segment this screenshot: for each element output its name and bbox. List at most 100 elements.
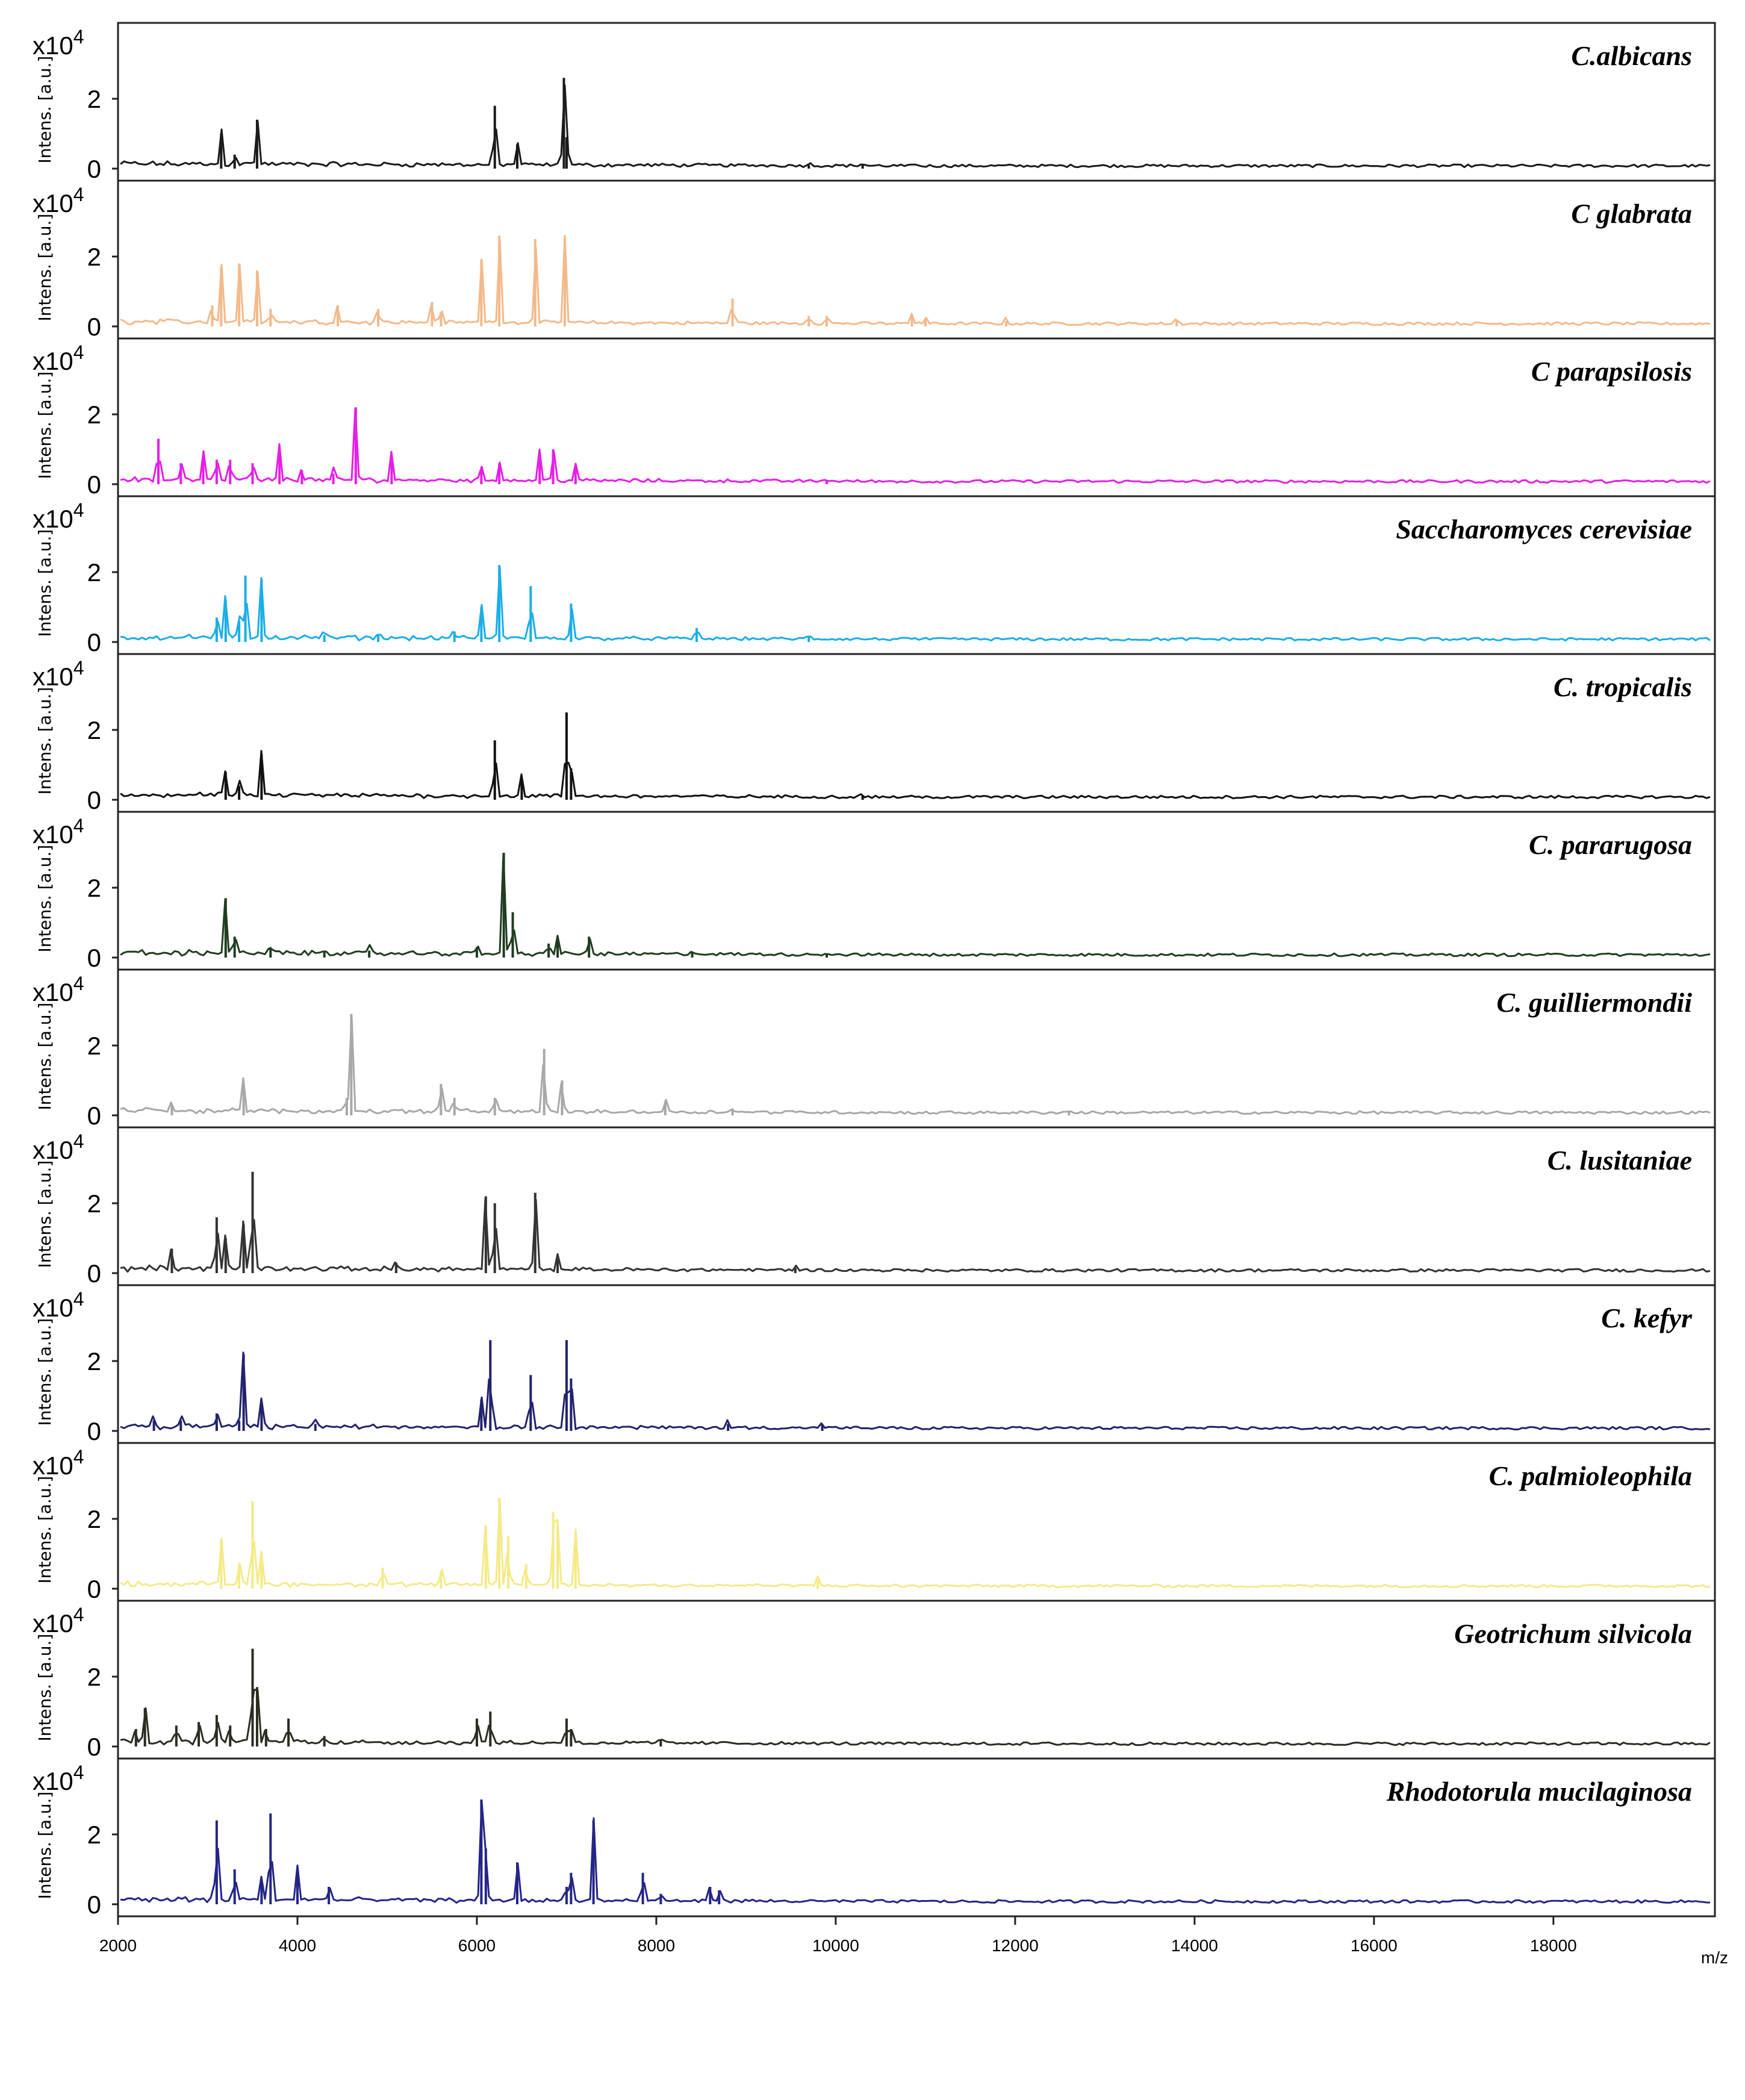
species-label: C. lusitaniae — [1547, 1145, 1692, 1176]
species-label: C parapsilosis — [1531, 356, 1692, 387]
species-label: C. tropicalis — [1554, 671, 1692, 702]
y-tick-label: 2 — [87, 1347, 101, 1376]
spectrum-trace — [120, 407, 1711, 484]
y-tick-label: 0 — [87, 1417, 101, 1445]
species-label: C. palmioleophila — [1489, 1460, 1692, 1491]
y-tick-label: 0 — [87, 1890, 101, 1919]
x-tick-label: 10000 — [812, 1936, 859, 1955]
y-scale-exponent: 4 — [73, 499, 84, 521]
y-axis-label: Intens. [a.u.] — [35, 1161, 55, 1268]
y-tick-label: 2 — [87, 400, 101, 429]
y-scale-exponent: 4 — [73, 1288, 84, 1310]
spectrum-trace — [120, 1800, 1711, 1904]
panel-frame — [117, 22, 1716, 182]
y-scale-label: x104 — [33, 1446, 84, 1480]
y-tick-label: 0 — [87, 944, 101, 972]
x-axis-label: m/z — [1701, 1948, 1728, 1967]
y-tick-label: 2 — [87, 1505, 101, 1533]
spectrum-trace — [120, 1498, 1711, 1589]
y-tick-label: 0 — [87, 1575, 101, 1603]
y-axis-label: Intens. [a.u.] — [35, 1318, 55, 1426]
y-scale-exponent: 4 — [73, 341, 84, 363]
x-tick-label: 6000 — [458, 1936, 496, 1955]
y-axis-label: Intens. [a.u.] — [35, 1003, 55, 1111]
panel-frame — [117, 1126, 1716, 1286]
y-tick-label: 0 — [87, 313, 101, 341]
species-label: Rhodotorula mucilaginosa — [1386, 1776, 1692, 1807]
panel-frame — [117, 811, 1716, 971]
y-axis-label: Intens. [a.u.] — [35, 1634, 55, 1742]
spectrum-trace — [120, 566, 1711, 642]
panel-frame — [117, 653, 1716, 813]
species-label: C glabrata — [1571, 198, 1692, 229]
y-scale-exponent: 4 — [73, 657, 84, 679]
y-axis-label: Intens. [a.u.] — [35, 1792, 55, 1899]
y-scale-label: x104 — [33, 499, 84, 533]
spectrum-trace — [120, 1015, 1711, 1115]
y-scale-label: x104 — [33, 1762, 84, 1795]
y-axis-label: Intens. [a.u.] — [35, 687, 55, 795]
y-scale-label: x104 — [33, 973, 84, 1006]
spectrum-trace — [120, 235, 1711, 326]
y-tick-label: 0 — [87, 155, 101, 183]
y-tick-label: 0 — [87, 628, 101, 656]
species-label: C. kefyr — [1601, 1303, 1693, 1333]
y-scale-label: x104 — [33, 184, 84, 217]
x-tick-label: 14000 — [1171, 1936, 1218, 1955]
y-tick-label: 2 — [87, 1663, 101, 1691]
spectrum-trace — [120, 852, 1711, 958]
y-tick-label: 2 — [87, 558, 101, 587]
y-axis-label: Intens. [a.u.] — [35, 372, 55, 479]
y-scale-exponent: 4 — [73, 1604, 84, 1625]
species-label: C. guilliermondii — [1496, 987, 1692, 1018]
panel-frame — [117, 1442, 1716, 1602]
species-label: Geotrichum silvicola — [1454, 1618, 1692, 1649]
y-scale-exponent: 4 — [73, 815, 84, 837]
y-tick-label: 2 — [87, 85, 101, 113]
y-tick-label: 0 — [87, 1101, 101, 1130]
y-axis-label: Intens. [a.u.] — [35, 1476, 55, 1584]
spectrum-trace — [120, 750, 1711, 800]
x-tick-label: 2000 — [99, 1936, 137, 1955]
x-tick-label: 16000 — [1351, 1936, 1398, 1955]
spectrum-trace — [120, 84, 1711, 169]
x-tick-label: 18000 — [1530, 1936, 1577, 1955]
y-tick-label: 0 — [87, 470, 101, 499]
y-tick-label: 2 — [87, 716, 101, 744]
y-axis-label: Intens. [a.u.] — [35, 529, 55, 637]
y-scale-label: x104 — [33, 1604, 84, 1637]
y-scale-exponent: 4 — [73, 1762, 84, 1783]
y-scale-exponent: 4 — [73, 1446, 84, 1468]
y-tick-label: 2 — [87, 874, 101, 902]
x-axis: 2000 4000 6000 8000 10000 12000 14000 16000 1800… — [99, 1915, 1728, 1967]
species-label: C.albicans — [1571, 40, 1692, 71]
y-scale-label: x104 — [33, 26, 84, 60]
y-scale-exponent: 4 — [73, 184, 84, 205]
spectrum-trace — [120, 1198, 1711, 1273]
panel-frame — [117, 1284, 1716, 1444]
x-tick-label: 12000 — [992, 1936, 1039, 1955]
spectrum-trace — [120, 1351, 1711, 1431]
y-scale-label: x104 — [33, 1130, 84, 1164]
y-tick-label: 0 — [87, 786, 101, 814]
panel-frame — [117, 179, 1716, 340]
y-axis-label: Intens. [a.u.] — [35, 214, 55, 322]
species-label: C. pararugosa — [1529, 829, 1692, 860]
y-tick-label: 2 — [87, 1189, 101, 1218]
y-axis-label: Intens. [a.u.] — [35, 845, 55, 953]
x-tick-label: 4000 — [279, 1936, 316, 1955]
y-tick-label: 0 — [87, 1259, 101, 1288]
y-tick-label: 0 — [87, 1733, 101, 1761]
